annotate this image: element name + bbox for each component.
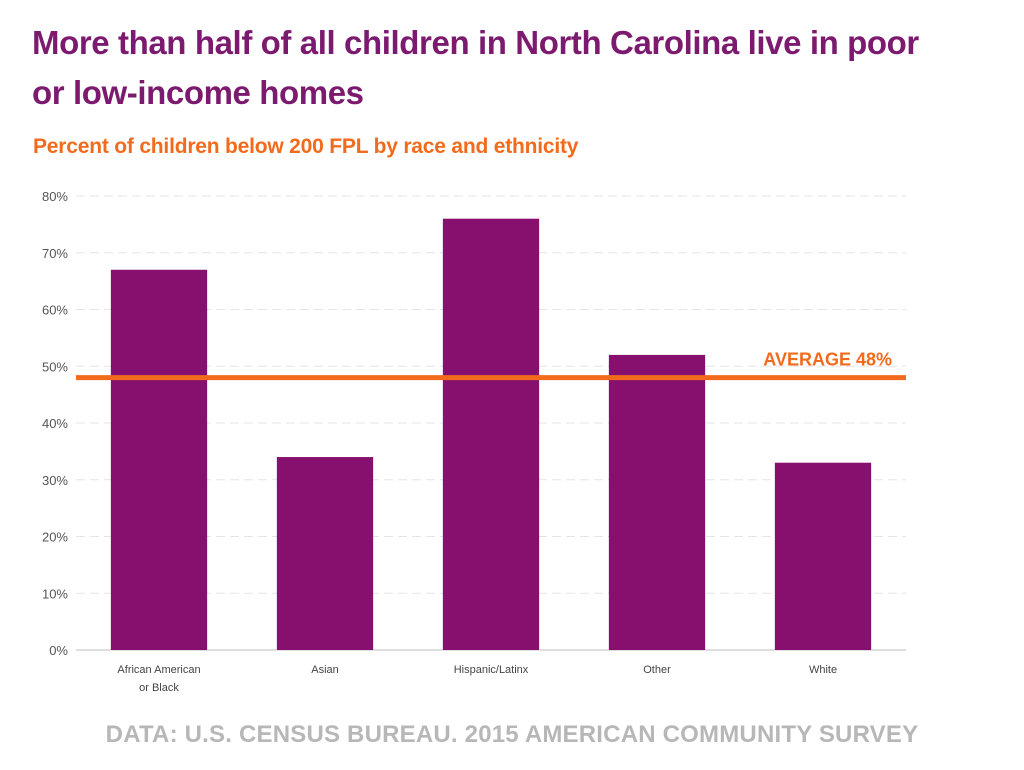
- x-tick-label: African American or Black: [117, 664, 200, 694]
- y-tick-label: 30%: [42, 473, 68, 488]
- chart-title: More than half of all children in North …: [32, 24, 919, 111]
- y-tick-label: 60%: [42, 303, 68, 318]
- x-tick-label: Asian: [311, 664, 339, 676]
- y-tick-label: 70%: [42, 246, 68, 261]
- average-label: AVERAGE 48%: [763, 350, 892, 370]
- y-tick-label: 50%: [42, 359, 68, 374]
- bar: [276, 457, 374, 650]
- x-tick-label: Hispanic/Latinx: [454, 664, 529, 676]
- bar: [110, 269, 208, 650]
- chart-subtitle: Percent of children below 200 FPL by rac…: [33, 135, 579, 158]
- bar: [608, 354, 706, 650]
- bar: [442, 218, 540, 650]
- y-tick-label: 20%: [42, 530, 68, 545]
- y-tick-label: 0%: [49, 643, 68, 658]
- x-tick-label: Other: [643, 664, 671, 676]
- data-source: DATA: U.S. CENSUS BUREAU. 2015 AMERICAN …: [105, 721, 919, 748]
- x-tick-label: White: [809, 664, 837, 676]
- bar: [774, 462, 872, 650]
- y-tick-label: 40%: [42, 416, 68, 431]
- y-tick-label: 10%: [42, 586, 68, 601]
- bar-chart: 0% 10% 20% 30% 40% 50% 60% 70% 80% African Americ…: [42, 189, 906, 694]
- y-tick-label: 80%: [42, 189, 68, 204]
